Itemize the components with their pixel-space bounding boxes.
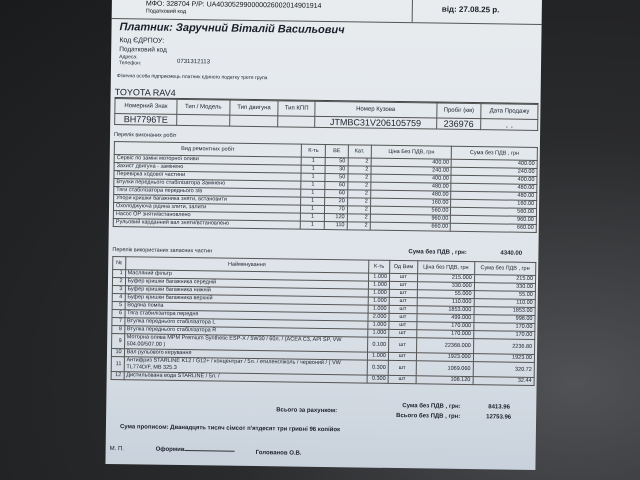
parts-header: Од Вим xyxy=(389,260,418,274)
stamp-label: М. П. xyxy=(109,446,124,453)
vehicle-header: Пробіг (км) xyxy=(436,103,482,119)
parts-cell: 3 xyxy=(112,285,126,294)
parts-cell: 22368.000 xyxy=(416,337,474,354)
parts-cell: 11 xyxy=(111,356,125,372)
parts-cell: 320.72 xyxy=(472,361,535,378)
parts-cell: 6 xyxy=(111,309,125,318)
works-cell: 660.00 xyxy=(450,223,537,233)
sum-value: 8413.96 xyxy=(488,404,511,411)
phone-label: Телефон: xyxy=(118,60,142,67)
parts-cell: 1.000 xyxy=(367,352,389,361)
works-sum: 4340.00 xyxy=(500,250,523,257)
parts-cell: шт xyxy=(388,375,416,384)
all-label: Всього без ПДВ , грн: xyxy=(396,413,461,420)
vehicle-value: BH7796TE xyxy=(114,113,177,126)
tax-label: Податковий код xyxy=(119,46,167,54)
works-cell: 110 xyxy=(324,221,348,230)
invoice-date: від: 27.08.25 р. xyxy=(441,4,500,15)
tax-status-note: Фізична особа підприємець платник єдиног… xyxy=(116,73,268,82)
parts-header: № xyxy=(112,256,126,270)
parts-header: Ціна без ПДВ, грн xyxy=(417,260,475,275)
vehicle-value xyxy=(176,114,230,127)
invoice-paper: МФО: 328704 Р/Р: UA403052990000026002014… xyxy=(105,0,542,470)
vehicle-table: Номерний Знак Тип / Модель Тип двигуна Тип … xyxy=(114,98,538,131)
sum-label: Сума без ПДВ , грн: xyxy=(402,403,461,410)
vehicle-header: Номер Кузова xyxy=(314,101,437,119)
parts-cell: 0.100 xyxy=(367,337,389,353)
parts-cell: 5 xyxy=(112,301,125,310)
parts-table: № Найменування К-ть Од Вим Ціна без ПДВ, грн… xyxy=(111,256,537,386)
total-label: Всього за рахунком: xyxy=(276,407,338,415)
sum-in-words: Сума прописом: Дванадцять тисяч сімсот п… xyxy=(119,424,341,434)
works-cell: 1 xyxy=(300,221,325,230)
works-cell: 2 xyxy=(346,221,371,231)
edrpou-label: Код ЄДРПОУ: xyxy=(119,37,165,45)
parts-cell: шт xyxy=(388,360,417,376)
parts-cell: 10 xyxy=(111,348,125,357)
works-header: ВЕ xyxy=(325,144,349,158)
bank-details: МФО: 328704 Р/Р: UA403052990000026002014… xyxy=(146,0,322,16)
parts-cell: 0.300 xyxy=(366,360,389,376)
parts-cell: 4 xyxy=(112,293,125,302)
vehicle-value: . . xyxy=(480,118,538,131)
parts-cell: 8 xyxy=(111,325,125,334)
parts-cell: 2 xyxy=(112,277,126,286)
parts-cell: 2.000 xyxy=(367,313,390,322)
divider xyxy=(411,0,413,23)
works-cell: 660.00 xyxy=(369,222,451,232)
parts-title: Перелік використаних запасних частин xyxy=(112,247,213,255)
parts-cell: шт xyxy=(388,337,417,353)
parts-cell: 9 xyxy=(111,333,125,349)
payer-name: Платник: Заручний Віталій Васильович xyxy=(119,21,345,37)
works-sum-label: Сума без ПДВ , грн: xyxy=(408,249,467,256)
parts-cell: 2236.80 xyxy=(473,338,535,355)
parts-cell: 1.000 xyxy=(367,321,389,330)
works-table: Вид ремонтних робіт К-ть ВЕ Кат. Ціна Без ПД… xyxy=(113,141,538,233)
parts-cell: 108.120 xyxy=(415,375,473,385)
vehicle-header: Тип КПП xyxy=(278,100,315,117)
phone-value: 0731312113 xyxy=(177,58,211,66)
vehicle-value: JTMBC31V206105759 xyxy=(314,116,437,130)
works-header: Кат. xyxy=(347,144,372,159)
works-header: К-ть xyxy=(301,144,326,158)
parts-cell: 32.44 xyxy=(472,376,535,386)
parts-cell: 1.000 xyxy=(367,329,389,338)
works-header: Сума без ПДВ , грн xyxy=(451,146,538,161)
vehicle-header: Дата Продажу xyxy=(481,103,538,120)
vehicle-value: 236976 xyxy=(436,118,482,130)
vehicle-value xyxy=(229,115,279,127)
parts-cell: 1.000 xyxy=(367,297,390,306)
parts-cell: 0.300 xyxy=(366,375,389,384)
parts-cell: 1 xyxy=(112,269,126,278)
signer-name: Голованов О.В. xyxy=(255,450,302,457)
parts-cell: 1069.060 xyxy=(415,360,474,377)
parts-cell: 7 xyxy=(111,317,125,326)
parts-header: К-ть xyxy=(368,260,390,274)
vehicle-value xyxy=(278,115,315,128)
works-header: Ціна Без ПДВ, грн xyxy=(370,145,452,160)
parts-cell: 1.000 xyxy=(367,305,390,314)
vehicle-header: Номерний Знак xyxy=(114,98,178,115)
parts-cell: 12 xyxy=(111,371,124,380)
vehicle-header: Тип двигуна xyxy=(229,100,279,116)
parts-header: Сума без ПДВ , грн xyxy=(474,261,536,276)
issued-label: Оформив xyxy=(155,446,185,454)
issued-by-label: Оформив xyxy=(156,447,235,454)
works-cell: Рульовий карданний вал зняти/встановлено xyxy=(113,218,301,230)
vehicle-header: Тип / Модель xyxy=(176,99,230,116)
works-title: Перелік виконаних робіт xyxy=(113,132,177,139)
all-value: 12753.96 xyxy=(486,414,512,421)
